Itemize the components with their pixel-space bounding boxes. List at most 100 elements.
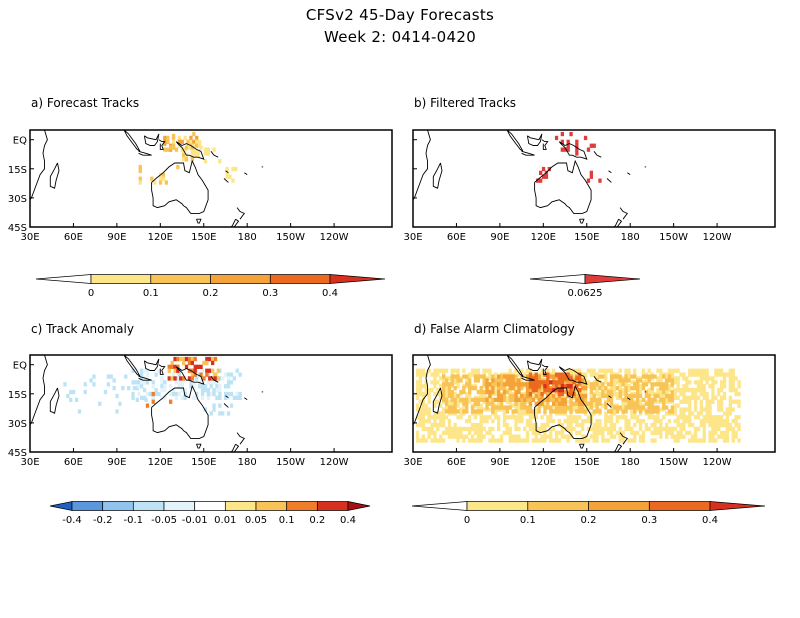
x-tick-label: 180	[238, 457, 257, 468]
heatmap-cell	[711, 380, 715, 385]
heatmap-cell	[439, 438, 443, 443]
heatmap-cell	[647, 415, 651, 420]
heatmap-cell	[560, 434, 564, 439]
heatmap-cell	[575, 419, 579, 424]
heatmap-cell	[688, 438, 692, 443]
heatmap-cell	[465, 409, 469, 414]
heatmap-cell	[688, 419, 692, 424]
heatmap-cell	[534, 434, 538, 439]
heatmap-cell	[688, 372, 692, 377]
x-tick-label: 30E	[403, 232, 422, 243]
heatmap-cell	[618, 415, 622, 420]
heatmap-cell	[171, 372, 176, 377]
heatmap-cell	[644, 426, 648, 432]
heatmap-cell	[728, 426, 732, 432]
heatmap-cell	[473, 430, 478, 435]
heatmap-cell	[662, 386, 666, 391]
heatmap-cell	[725, 438, 730, 443]
heatmap-cell	[569, 376, 573, 381]
heatmap-cell	[476, 430, 480, 435]
heatmap-cell	[439, 376, 443, 381]
heatmap-cell	[456, 426, 460, 432]
heatmap-cell	[569, 388, 573, 393]
heatmap-cell	[543, 384, 547, 389]
heatmap-cell	[586, 415, 591, 420]
heatmap-cell	[173, 376, 177, 381]
heatmap-cell	[439, 422, 443, 428]
heatmap-cell	[575, 401, 579, 406]
heatmap-cell	[505, 382, 509, 387]
heatmap-cell	[137, 391, 141, 397]
heatmap-cell	[627, 384, 631, 389]
heatmap-cell	[202, 376, 206, 381]
heatmap-cell	[557, 405, 562, 410]
heatmap-cell	[525, 393, 530, 399]
heatmap-cell	[173, 364, 177, 369]
heatmap-cell	[228, 174, 232, 179]
heatmap-cell	[418, 422, 423, 428]
heatmap-cell	[447, 419, 452, 424]
heatmap-cell	[424, 426, 428, 432]
heatmap-cell	[612, 380, 617, 385]
heatmap-cell	[442, 386, 446, 391]
heatmap-cell	[688, 388, 692, 393]
heatmap-cell	[158, 180, 163, 185]
coastline	[230, 218, 240, 227]
heatmap-cell	[656, 399, 660, 404]
heatmap-cell	[124, 374, 128, 379]
heatmap-cell	[444, 430, 449, 435]
heatmap-cell	[112, 386, 116, 391]
heatmap-cell	[491, 386, 495, 391]
heatmap-cell	[638, 384, 643, 389]
heatmap-cell	[673, 395, 677, 400]
heatmap-cell	[560, 430, 564, 435]
heatmap-cell	[737, 391, 741, 397]
colorbar-label: 0.1	[279, 515, 295, 526]
heatmap-cell	[473, 409, 478, 414]
heatmap-cell	[569, 401, 573, 406]
heatmap-cell	[717, 434, 721, 439]
heatmap-cell	[641, 419, 646, 424]
heatmap-cell	[494, 411, 498, 416]
heatmap-cell	[586, 419, 591, 424]
coastline	[579, 218, 585, 224]
heatmap-cell	[731, 434, 735, 439]
heatmap-cell	[653, 430, 657, 435]
heatmap-cell	[589, 411, 593, 416]
page-title: CFSv2 45-Day Forecasts	[305, 6, 495, 24]
heatmap-cell	[705, 411, 709, 416]
heatmap-cell	[424, 419, 428, 424]
heatmap-cell	[502, 430, 507, 435]
heatmap-cell	[190, 145, 194, 150]
heatmap-cell	[439, 384, 443, 389]
heatmap-cell	[566, 372, 570, 377]
x-tick-label: 60E	[447, 232, 466, 243]
heatmap-cell	[696, 388, 701, 393]
heatmap-cell	[442, 430, 446, 435]
heatmap-cell	[708, 376, 712, 381]
heatmap-cell	[528, 397, 533, 402]
heatmap-cell	[439, 434, 443, 439]
heatmap-cell	[589, 386, 593, 391]
heatmap-cell	[537, 405, 541, 410]
heatmap-cell	[575, 422, 579, 428]
heatmap-cell	[465, 426, 469, 432]
heatmap-cell	[583, 135, 588, 141]
heatmap-cell	[543, 405, 547, 410]
heatmap-cell	[193, 356, 197, 362]
heatmap-cell	[528, 401, 533, 406]
heatmap-cell	[575, 393, 579, 399]
heatmap-cell	[604, 411, 608, 416]
heatmap-cell	[598, 391, 602, 397]
heatmap-cell	[89, 378, 93, 383]
heatmap-cell	[549, 430, 553, 435]
heatmap-cell	[520, 411, 524, 416]
colorbar-label: 0.1	[520, 515, 536, 526]
heatmap-cell	[644, 422, 648, 428]
heatmap-cell	[444, 368, 449, 373]
heatmap-cell	[612, 388, 617, 393]
heatmap-cell	[540, 380, 544, 385]
heatmap-cell	[171, 145, 176, 150]
colorbar-segment	[466, 501, 529, 511]
heatmap-cell	[137, 380, 141, 385]
